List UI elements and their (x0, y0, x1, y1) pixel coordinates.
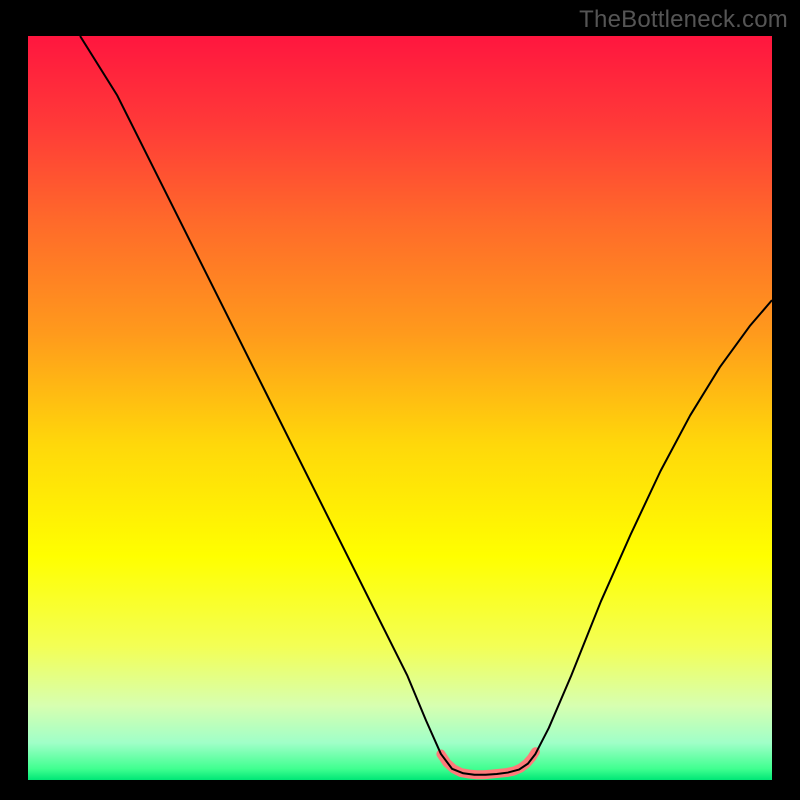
plot-area (28, 36, 772, 780)
chart-svg (28, 36, 772, 780)
watermark-text: TheBottleneck.com (579, 6, 788, 34)
chart-container: TheBottleneck.com (0, 0, 800, 800)
gradient-background (28, 36, 772, 780)
